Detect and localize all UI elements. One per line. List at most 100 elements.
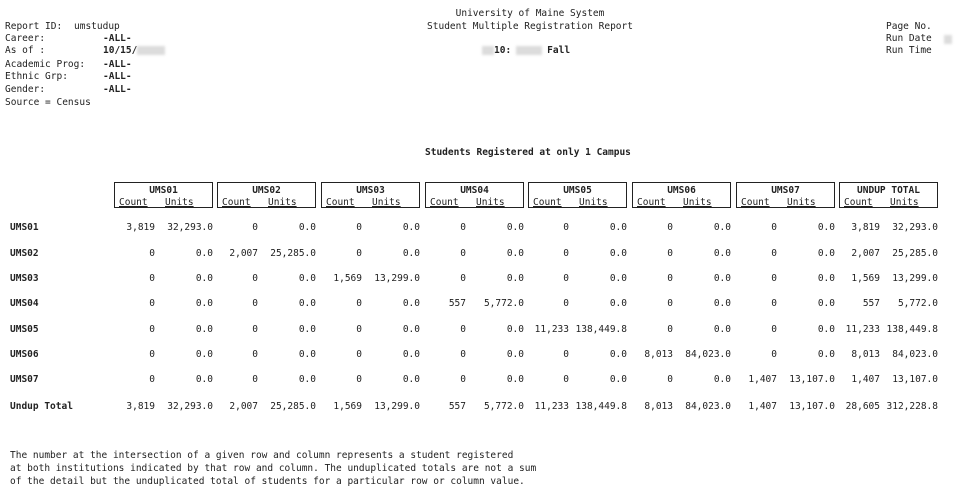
- count-cell: 8,013: [644, 349, 673, 360]
- units-cell: 0.0: [402, 324, 420, 335]
- count-cell: 0: [252, 273, 258, 284]
- count-cell: 0: [563, 298, 569, 309]
- count-cell: 0: [460, 273, 466, 284]
- ethnic-grp-label: Ethnic Grp:: [5, 71, 68, 82]
- count-cell: 0: [771, 324, 777, 335]
- count-cell: 0: [356, 374, 362, 385]
- count-cell: 1,407: [748, 374, 777, 385]
- column-group-undup-total: UNDUP TOTAL Count Units: [839, 182, 938, 208]
- count-cell: 1,569: [333, 273, 362, 284]
- units-cell: 312,228.8: [886, 401, 938, 412]
- count-cell: 2,007: [229, 248, 258, 259]
- units-cell: 0.0: [713, 222, 731, 233]
- units-cell: 0.0: [506, 222, 524, 233]
- count-cell: 557: [448, 298, 466, 309]
- term-name: Fall: [547, 45, 571, 56]
- page-no-label: Page No.: [886, 21, 932, 32]
- column-group-ums05: UMS05 Count Units: [528, 182, 627, 208]
- count-cell: 0: [563, 222, 569, 233]
- units-cell: 13,107.0: [789, 374, 835, 385]
- units-cell: 32,293.0: [167, 222, 213, 233]
- units-cell: 0.0: [298, 349, 316, 360]
- count-cell: 3,819: [126, 222, 155, 233]
- units-cell: 0.0: [298, 298, 316, 309]
- row-label: UMS03: [10, 273, 39, 284]
- gender-value: -ALL-: [103, 84, 132, 95]
- column-group-ums04: UMS04 Count Units: [425, 182, 524, 208]
- count-cell: 0: [356, 298, 362, 309]
- units-cell: 0.0: [817, 349, 835, 360]
- count-cell: 0: [563, 374, 569, 385]
- count-cell: 3,819: [126, 401, 155, 412]
- count-cell: 557: [448, 401, 466, 412]
- count-cell: 8,013: [851, 349, 880, 360]
- units-cell: 0.0: [506, 324, 524, 335]
- count-cell: 11,233: [845, 324, 880, 335]
- count-cell: 0: [771, 222, 777, 233]
- units-cell: 0.0: [817, 273, 835, 284]
- units-cell: 32,293.0: [892, 222, 938, 233]
- count-cell: 0: [252, 222, 258, 233]
- count-subheader: Count: [119, 197, 148, 208]
- section-title: Students Registered at only 1 Campus: [425, 147, 631, 158]
- units-cell: 0.0: [609, 248, 627, 259]
- units-subheader: Units: [268, 197, 297, 208]
- units-cell: 138,449.8: [886, 324, 938, 335]
- units-cell: 0.0: [713, 324, 731, 335]
- count-cell: 0: [771, 298, 777, 309]
- units-cell: 0.0: [713, 248, 731, 259]
- units-cell: 0.0: [817, 222, 835, 233]
- column-group-ums02: UMS02 Count Units: [217, 182, 316, 208]
- gender-label: Gender:: [5, 84, 46, 95]
- count-cell: 28,605: [845, 401, 880, 412]
- count-cell: 557: [862, 298, 880, 309]
- count-cell: 0: [356, 349, 362, 360]
- report-title: Student Multiple Registration Report: [427, 21, 633, 32]
- units-cell: 0.0: [195, 349, 213, 360]
- units-cell: 5,772.0: [897, 298, 938, 309]
- count-cell: 0: [149, 248, 155, 259]
- career-value: -ALL-: [103, 33, 132, 44]
- units-cell: 0.0: [402, 222, 420, 233]
- row-label: UMS01: [10, 222, 39, 233]
- row-label: UMS04: [10, 298, 39, 309]
- units-cell: 0.0: [298, 273, 316, 284]
- academic-prog-value: -ALL-: [103, 59, 132, 70]
- run-date-label: Run Date: [886, 33, 932, 44]
- units-cell: 5,772.0: [483, 298, 524, 309]
- units-cell: 0.0: [609, 349, 627, 360]
- units-cell: 32,293.0: [167, 401, 213, 412]
- as-of-date: 10/15/: [103, 45, 166, 57]
- count-cell: 1,407: [851, 374, 880, 385]
- redacted-run-date: [944, 35, 952, 44]
- count-cell: 0: [667, 248, 673, 259]
- row-label: UMS06: [10, 349, 39, 360]
- units-cell: 0.0: [713, 273, 731, 284]
- count-subheader: Count: [637, 197, 666, 208]
- count-cell: 0: [149, 349, 155, 360]
- units-subheader: Units: [683, 197, 712, 208]
- count-subheader: Count: [741, 197, 770, 208]
- units-cell: 0.0: [609, 298, 627, 309]
- count-subheader: Count: [222, 197, 251, 208]
- count-cell: 0: [252, 324, 258, 335]
- units-cell: 0.0: [298, 374, 316, 385]
- units-cell: 0.0: [506, 248, 524, 259]
- units-cell: 0.0: [402, 374, 420, 385]
- units-cell: 0.0: [298, 324, 316, 335]
- count-cell: 1,569: [333, 401, 362, 412]
- units-subheader: Units: [787, 197, 816, 208]
- units-cell: 0.0: [713, 298, 731, 309]
- column-group-title: UNDUP TOTAL: [857, 185, 920, 196]
- redacted-term-year: [516, 46, 543, 55]
- run-time-label: Run Time: [886, 45, 932, 56]
- row-label: UMS02: [10, 248, 39, 259]
- column-group-title: UMS06: [667, 185, 696, 196]
- footnote-line-2: at both institutions indicated by that r…: [10, 463, 537, 474]
- count-subheader: Count: [326, 197, 355, 208]
- count-cell: 0: [667, 374, 673, 385]
- units-cell: 0.0: [298, 222, 316, 233]
- count-cell: 0: [667, 222, 673, 233]
- count-cell: 0: [149, 298, 155, 309]
- count-cell: 0: [460, 349, 466, 360]
